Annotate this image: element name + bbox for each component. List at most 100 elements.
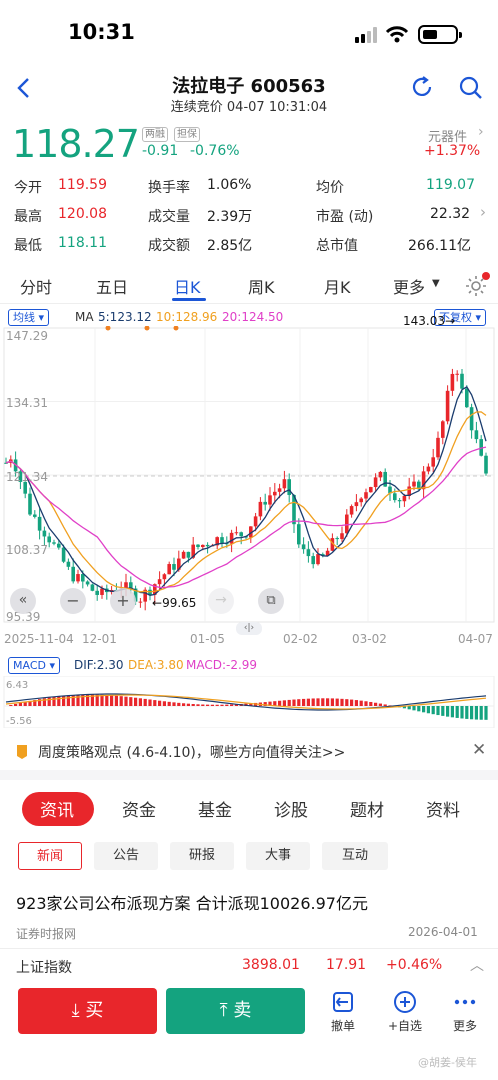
stat-label: 最低 xyxy=(14,238,42,254)
kline-chart[interactable] xyxy=(0,326,498,632)
more-label: 更多 xyxy=(452,1019,477,1033)
scroll-right-icon[interactable]: → xyxy=(208,588,234,614)
macd-bar xyxy=(359,700,363,706)
chip-events[interactable]: 大事 xyxy=(246,842,310,870)
macd-bar xyxy=(407,706,411,710)
chevron-up-icon[interactable]: ︿ xyxy=(470,958,484,974)
buy-button[interactable]: ⤓ 买 xyxy=(18,988,157,1034)
tab-intraday[interactable]: 分时 xyxy=(20,278,53,297)
macd-bar xyxy=(119,696,123,706)
macd-bar xyxy=(28,700,32,706)
zoom-in-icon[interactable]: + xyxy=(110,588,136,614)
x-axis-label: 01-05 xyxy=(190,632,225,646)
macd-bar xyxy=(297,699,301,706)
add-watchlist-button[interactable]: +自选 xyxy=(380,990,430,1034)
candle-body xyxy=(81,574,85,582)
section-tab-active-bg xyxy=(22,792,94,826)
macd-bar xyxy=(479,706,483,720)
macd-bar xyxy=(292,699,296,706)
chevron-right-icon[interactable]: › xyxy=(478,124,484,140)
candle-body xyxy=(325,550,330,556)
candle-body xyxy=(177,558,181,570)
section-tab-news[interactable]: 资讯 xyxy=(40,801,74,821)
stat-value: 22.32 xyxy=(430,206,471,222)
macd-bar xyxy=(162,701,166,706)
candle-body xyxy=(311,556,315,565)
add-circle-icon xyxy=(394,991,416,1013)
index-ticker[interactable]: 上证指数 3898.01 17.91 +0.46% ︿ xyxy=(0,948,498,982)
period-tabs: 分时 五日 日K 周K 月K 更多 ▼ xyxy=(0,268,498,304)
caret-down-icon[interactable]: ▼ xyxy=(432,278,440,289)
macd-bar xyxy=(302,698,306,706)
tab-daily-k[interactable]: 日K xyxy=(174,278,201,297)
section-tab-profile[interactable]: 资料 xyxy=(426,801,460,821)
candle-body xyxy=(181,551,186,559)
copy-icon[interactable]: ⧉ xyxy=(258,588,284,614)
candle-body xyxy=(57,543,61,548)
close-icon[interactable]: ✕ xyxy=(472,740,487,760)
macd-bar xyxy=(426,706,430,714)
stat-label: 最高 xyxy=(14,209,42,225)
scroll-left-fast-icon[interactable]: « xyxy=(10,588,36,614)
macd-bar xyxy=(14,703,18,706)
banner-text: 周度策略观点 (4.6-4.10)，哪些方向值得关注>> xyxy=(38,745,346,761)
search-icon[interactable] xyxy=(458,75,484,101)
tab-more[interactable]: 更多 xyxy=(393,278,426,297)
section-tab-fund[interactable]: 基金 xyxy=(198,801,232,821)
strategy-banner[interactable]: 周度策略观点 (4.6-4.10)，哪些方向值得关注>> ✕ xyxy=(0,737,498,767)
dea-value: DEA:3.80 xyxy=(128,658,184,672)
macd-bar xyxy=(81,694,85,706)
sell-icon: ⤒ xyxy=(219,1000,228,1021)
more-button[interactable]: 更多 xyxy=(440,990,490,1034)
zoom-out-icon[interactable]: − xyxy=(60,588,86,614)
macd-bar xyxy=(311,698,315,706)
last-price: 118.27 xyxy=(12,122,140,166)
macd-bar xyxy=(225,704,229,706)
news-title[interactable]: 923家公司公布派现方案 合计派现10026.97亿元 xyxy=(16,894,368,913)
chip-announcements[interactable]: 公告 xyxy=(94,842,158,870)
candle-body xyxy=(421,471,426,490)
macd-chart[interactable] xyxy=(0,676,498,728)
candle-body xyxy=(4,462,8,464)
macd-frame xyxy=(3,676,495,728)
chart-settings-gear-icon[interactable] xyxy=(464,274,488,298)
candle-body xyxy=(201,544,205,548)
back-arrow-icon[interactable] xyxy=(14,76,34,100)
macd-bar xyxy=(431,706,435,715)
stat-label[interactable]: 市盈 (动) xyxy=(316,209,374,225)
section-tab-topics[interactable]: 题材 xyxy=(350,801,384,821)
candle-body xyxy=(129,582,133,589)
section-tab-funds[interactable]: 资金 xyxy=(122,801,156,821)
chip-research[interactable]: 研报 xyxy=(170,842,234,870)
chart-resize-handle[interactable]: ‹|› xyxy=(236,622,262,635)
candle-body xyxy=(143,589,147,602)
indicator-selector[interactable]: 均线 ▾ xyxy=(8,309,50,326)
add-watchlist-label: +自选 xyxy=(387,1019,423,1033)
macd-bar xyxy=(417,706,421,712)
macd-bar xyxy=(249,703,253,706)
cancel-order-button[interactable]: 撤单 xyxy=(318,990,368,1034)
section-tab-diagnosis[interactable]: 诊股 xyxy=(274,801,308,821)
tab-five-day[interactable]: 五日 xyxy=(96,278,129,297)
macd-bar xyxy=(374,702,378,706)
refresh-icon[interactable] xyxy=(410,75,434,99)
sector-name[interactable]: 元器件 xyxy=(428,130,468,145)
macd-bar xyxy=(143,698,147,706)
macd-bar xyxy=(33,699,37,706)
adjust-selector[interactable]: 不复权 ▾ xyxy=(434,309,487,326)
macd-bar xyxy=(316,698,320,706)
candle-body xyxy=(393,493,397,501)
sell-button[interactable]: ⤒ 卖 xyxy=(166,988,305,1034)
tab-monthly-k[interactable]: 月K xyxy=(324,278,351,297)
macd-bar xyxy=(105,695,109,706)
chip-interaction[interactable]: 互动 xyxy=(322,842,388,870)
candle-body xyxy=(100,588,104,595)
macd-bar xyxy=(321,698,325,706)
chevron-right-icon[interactable]: › xyxy=(480,203,486,221)
macd-selector[interactable]: MACD ▾ xyxy=(8,657,61,674)
chip-news[interactable]: 新闻 xyxy=(18,842,82,870)
macd-bar xyxy=(52,696,56,706)
tab-weekly-k[interactable]: 周K xyxy=(248,278,275,297)
candle-body xyxy=(417,481,421,490)
candle-body xyxy=(234,532,239,534)
